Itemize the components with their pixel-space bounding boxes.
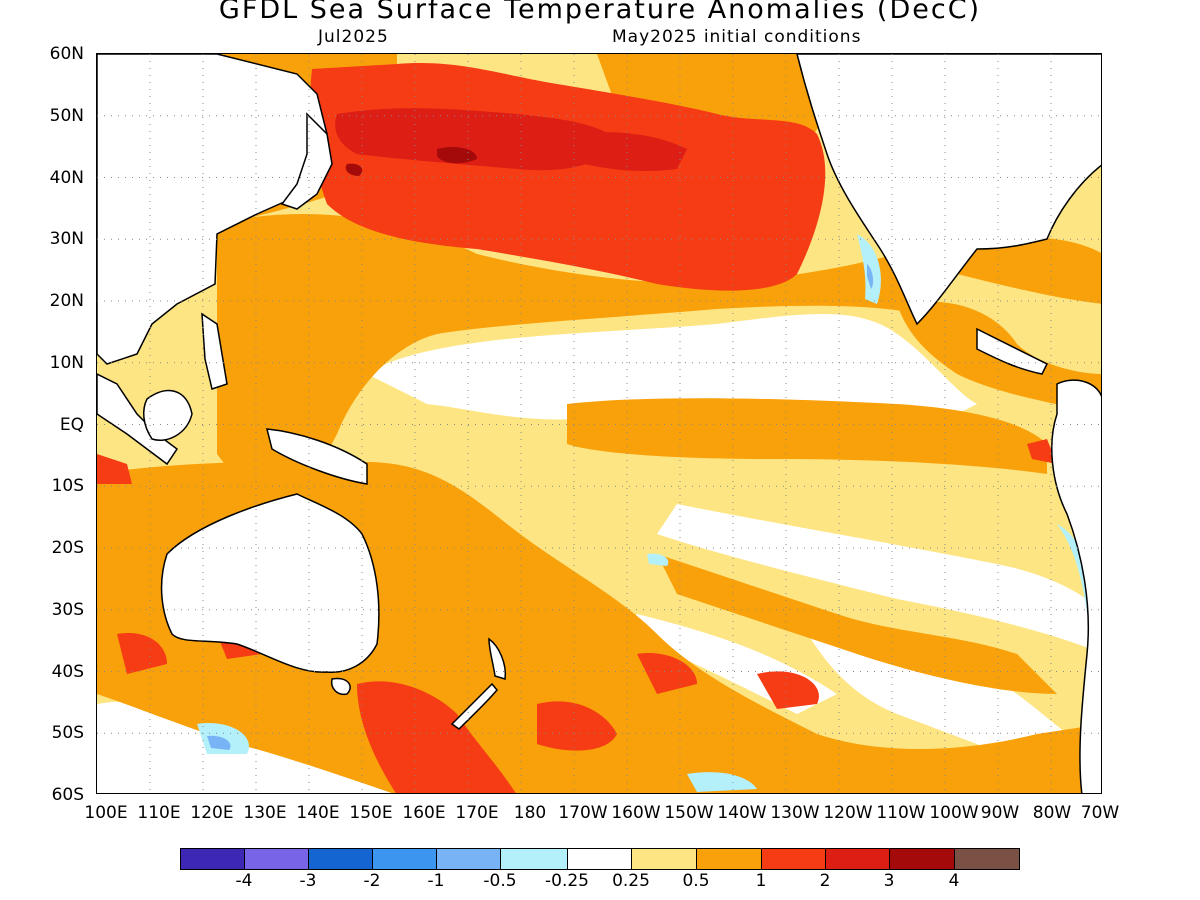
japan (280, 112, 333, 210)
map-canvas (97, 54, 1101, 793)
borneo (142, 389, 193, 441)
forecast-month-label: Jul2025 (318, 27, 389, 47)
colorbar-swatch-1 (244, 848, 309, 870)
initial-conditions-label: May2025 initial conditions (612, 27, 862, 47)
lon-label-100e: 100E (84, 803, 128, 823)
colorbar-label: 0.5 (682, 871, 710, 891)
colorbar-swatch-9 (761, 848, 826, 870)
colorbar-swatch-10 (825, 848, 890, 870)
colorbar-label: -0.5 (483, 871, 517, 891)
anomaly-very-high-regions (335, 108, 687, 171)
colorbar-label: 2 (819, 871, 831, 891)
lat-label-20s: 20S (51, 538, 84, 558)
sst-anomaly-map (96, 53, 1102, 794)
lat-label-40s: 40S (51, 662, 84, 682)
central-america (976, 327, 1049, 375)
lon-label-130e: 130E (243, 803, 287, 823)
chart-title: GFDL Sea Surface Temperature Anomalies (… (218, 0, 982, 25)
colorbar-swatch-11 (889, 848, 955, 870)
new-zealand-north (488, 637, 507, 680)
lon-label-140e: 140E (296, 803, 340, 823)
philippines (201, 312, 228, 390)
anomaly-negative-mid-regions (207, 264, 874, 750)
lon-label-90w: 90W (980, 803, 1020, 823)
colorbar-label: -0.25 (545, 871, 589, 891)
tasmania (330, 677, 351, 696)
colorbar-label: -2 (363, 871, 381, 891)
new-zealand-south (450, 682, 498, 730)
colorbar-label: 1 (755, 871, 767, 891)
land-masses (97, 54, 1101, 793)
lon-label-120e: 120E (190, 803, 234, 823)
colorbar-label: -3 (299, 871, 317, 891)
lat-label-10s: 10S (51, 476, 84, 496)
lon-label-120w: 120W (823, 803, 873, 823)
lon-label-70w: 70W (1080, 803, 1120, 823)
colorbar-swatch-0 (180, 848, 245, 870)
new-guinea (266, 428, 368, 485)
lat-label-50n: 50N (49, 106, 84, 126)
north-america (796, 54, 1101, 326)
colorbar-label: 3 (883, 871, 895, 891)
colorbar-swatch-12 (954, 848, 1020, 870)
lon-label-150w: 150W (664, 803, 714, 823)
asia-continent (97, 54, 328, 365)
lon-label-130w: 130W (770, 803, 820, 823)
lon-label-110w: 110W (876, 803, 926, 823)
lat-label-50s: 50S (51, 723, 84, 743)
colorbar-swatch-7 (631, 848, 697, 870)
lat-label-30n: 30N (49, 229, 84, 249)
lon-label-100w: 100W (929, 803, 979, 823)
colorbar-swatch-8 (696, 848, 762, 870)
colorbar-swatch-2 (308, 848, 373, 870)
colorbar-swatch-6 (567, 848, 632, 870)
colorbar-swatch-5 (500, 848, 568, 870)
indochina-borneo (97, 373, 179, 466)
lon-label-140w: 140W (717, 803, 767, 823)
anomaly-extreme-regions (345, 147, 477, 176)
lon-label-180: 180 (513, 803, 547, 823)
colorbar-label: -1 (427, 871, 445, 891)
australia (160, 493, 380, 673)
lat-label-60n: 60N (49, 44, 84, 64)
lat-label-40n: 40N (49, 168, 84, 188)
colorbar-label: -4 (235, 871, 253, 891)
lat-label-60s: 60S (51, 785, 84, 805)
lat-label-eq: EQ (59, 415, 84, 435)
lon-label-80w: 80W (1032, 803, 1072, 823)
lat-label-20n: 20N (49, 291, 84, 311)
lon-label-160e: 160E (402, 803, 446, 823)
lat-label-30s: 30S (51, 600, 84, 620)
lon-label-170w: 170W (558, 803, 608, 823)
colorbar-swatch-4 (436, 848, 501, 870)
lon-label-170e: 170E (455, 803, 499, 823)
lon-label-160w: 160W (611, 803, 661, 823)
colorbar-swatch-3 (372, 848, 437, 870)
lon-label-110e: 110E (137, 803, 181, 823)
colorbar-label: 4 (948, 871, 960, 891)
lon-label-150e: 150E (349, 803, 393, 823)
colorbar-label: 0.25 (612, 871, 650, 891)
south-america (1051, 379, 1101, 793)
lat-label-10n: 10N (49, 353, 84, 373)
